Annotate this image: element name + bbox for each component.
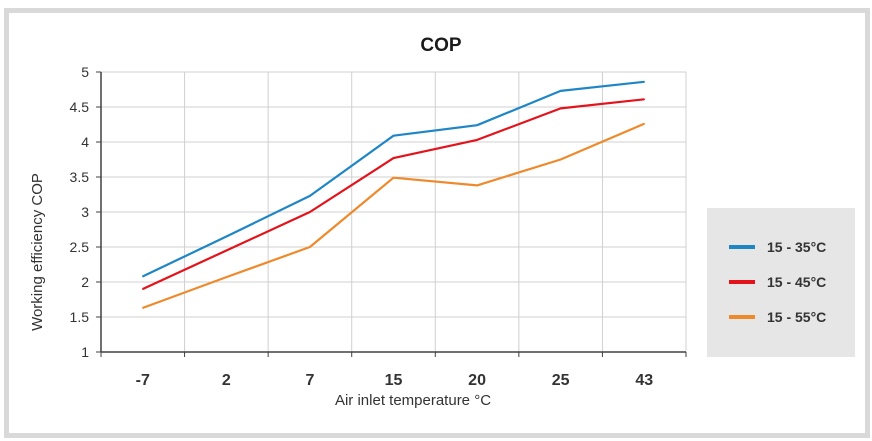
series-line-3 [142, 122, 645, 309]
chart-canvas: 1 1.5 2 2.5 3 3.5 4 4.5 5 -7 2 7 15 20 25 43 COP Air inle… [29, 35, 687, 409]
y-tick-label: 5 [81, 64, 89, 80]
series-line-2 [142, 98, 645, 290]
legend-label: 15 - 55°C [767, 309, 827, 325]
series-1-point [559, 90, 562, 92]
series-2-point [643, 98, 646, 101]
x-tick-label: 2 [222, 372, 231, 389]
chart-frame: 1 1.5 2 2.5 3 3.5 4 4.5 5 -7 2 7 15 20 25 43 COP Air inle… [4, 8, 870, 438]
legend-swatch-orange [729, 315, 755, 319]
y-tick-label: 1.5 [70, 309, 90, 325]
series-3-point [141, 307, 144, 309]
x-tick-label: 43 [635, 372, 653, 389]
series-2-point [309, 211, 311, 213]
series-2-point [476, 139, 478, 141]
series-1-point [392, 134, 395, 137]
x-tick-label: 20 [468, 372, 486, 389]
x-tick-label: 15 [385, 372, 403, 389]
y-tick-label: 2 [81, 274, 89, 290]
y-axis-title: Working efficiency COP [29, 173, 46, 331]
series-1-point [309, 195, 311, 197]
x-axis-title: Air inlet temperature °C [335, 392, 491, 409]
series-2-point [559, 107, 562, 110]
series-3-point [392, 176, 395, 179]
series-3-point [225, 276, 228, 278]
legend-swatch-blue [729, 245, 755, 249]
legend-item-series-3: 15 - 55°C [729, 307, 826, 327]
legend: 15 - 35°C 15 - 45°C 15 - 55°C [707, 208, 855, 357]
series-3-point [476, 184, 478, 187]
legend-item-series-1: 15 - 35°C [729, 237, 826, 257]
y-tick-label: 3.5 [70, 169, 90, 185]
series-3-point [309, 246, 311, 248]
y-tick-label: 2.5 [70, 239, 90, 255]
x-tick-label: -7 [136, 372, 150, 389]
series-2-point [141, 288, 144, 290]
series-2-point [392, 157, 395, 159]
series-3-point [643, 123, 646, 125]
series-1-point [643, 81, 646, 83]
series-1-point [225, 235, 228, 238]
series-1-point [141, 275, 144, 278]
y-tick-label: 4 [81, 134, 89, 150]
y-tick-label: 1 [81, 344, 89, 360]
legend-item-series-2: 15 - 45°C [729, 272, 826, 292]
series-1-point [476, 124, 478, 126]
x-tick-label: 25 [552, 372, 570, 389]
legend-label: 15 - 45°C [767, 274, 827, 290]
series-3-point [559, 158, 562, 161]
y-tick-label: 4.5 [70, 99, 90, 115]
series-2-point [225, 249, 228, 252]
legend-swatch-red [729, 280, 755, 284]
y-tick-label: 3 [81, 204, 89, 220]
chart-title: COP [420, 35, 462, 56]
legend-label: 15 - 35°C [767, 239, 827, 255]
x-tick-label: 7 [305, 372, 314, 389]
